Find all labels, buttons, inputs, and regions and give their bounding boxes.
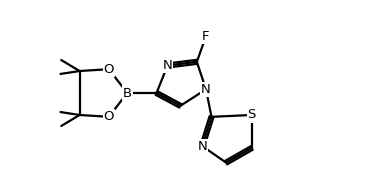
Text: F: F (202, 30, 210, 43)
Text: N: N (163, 59, 172, 72)
Text: O: O (104, 110, 114, 123)
Text: N: N (201, 83, 211, 96)
Text: O: O (104, 63, 114, 76)
Text: S: S (248, 108, 256, 121)
Text: B: B (122, 86, 132, 100)
Text: N: N (197, 140, 207, 153)
